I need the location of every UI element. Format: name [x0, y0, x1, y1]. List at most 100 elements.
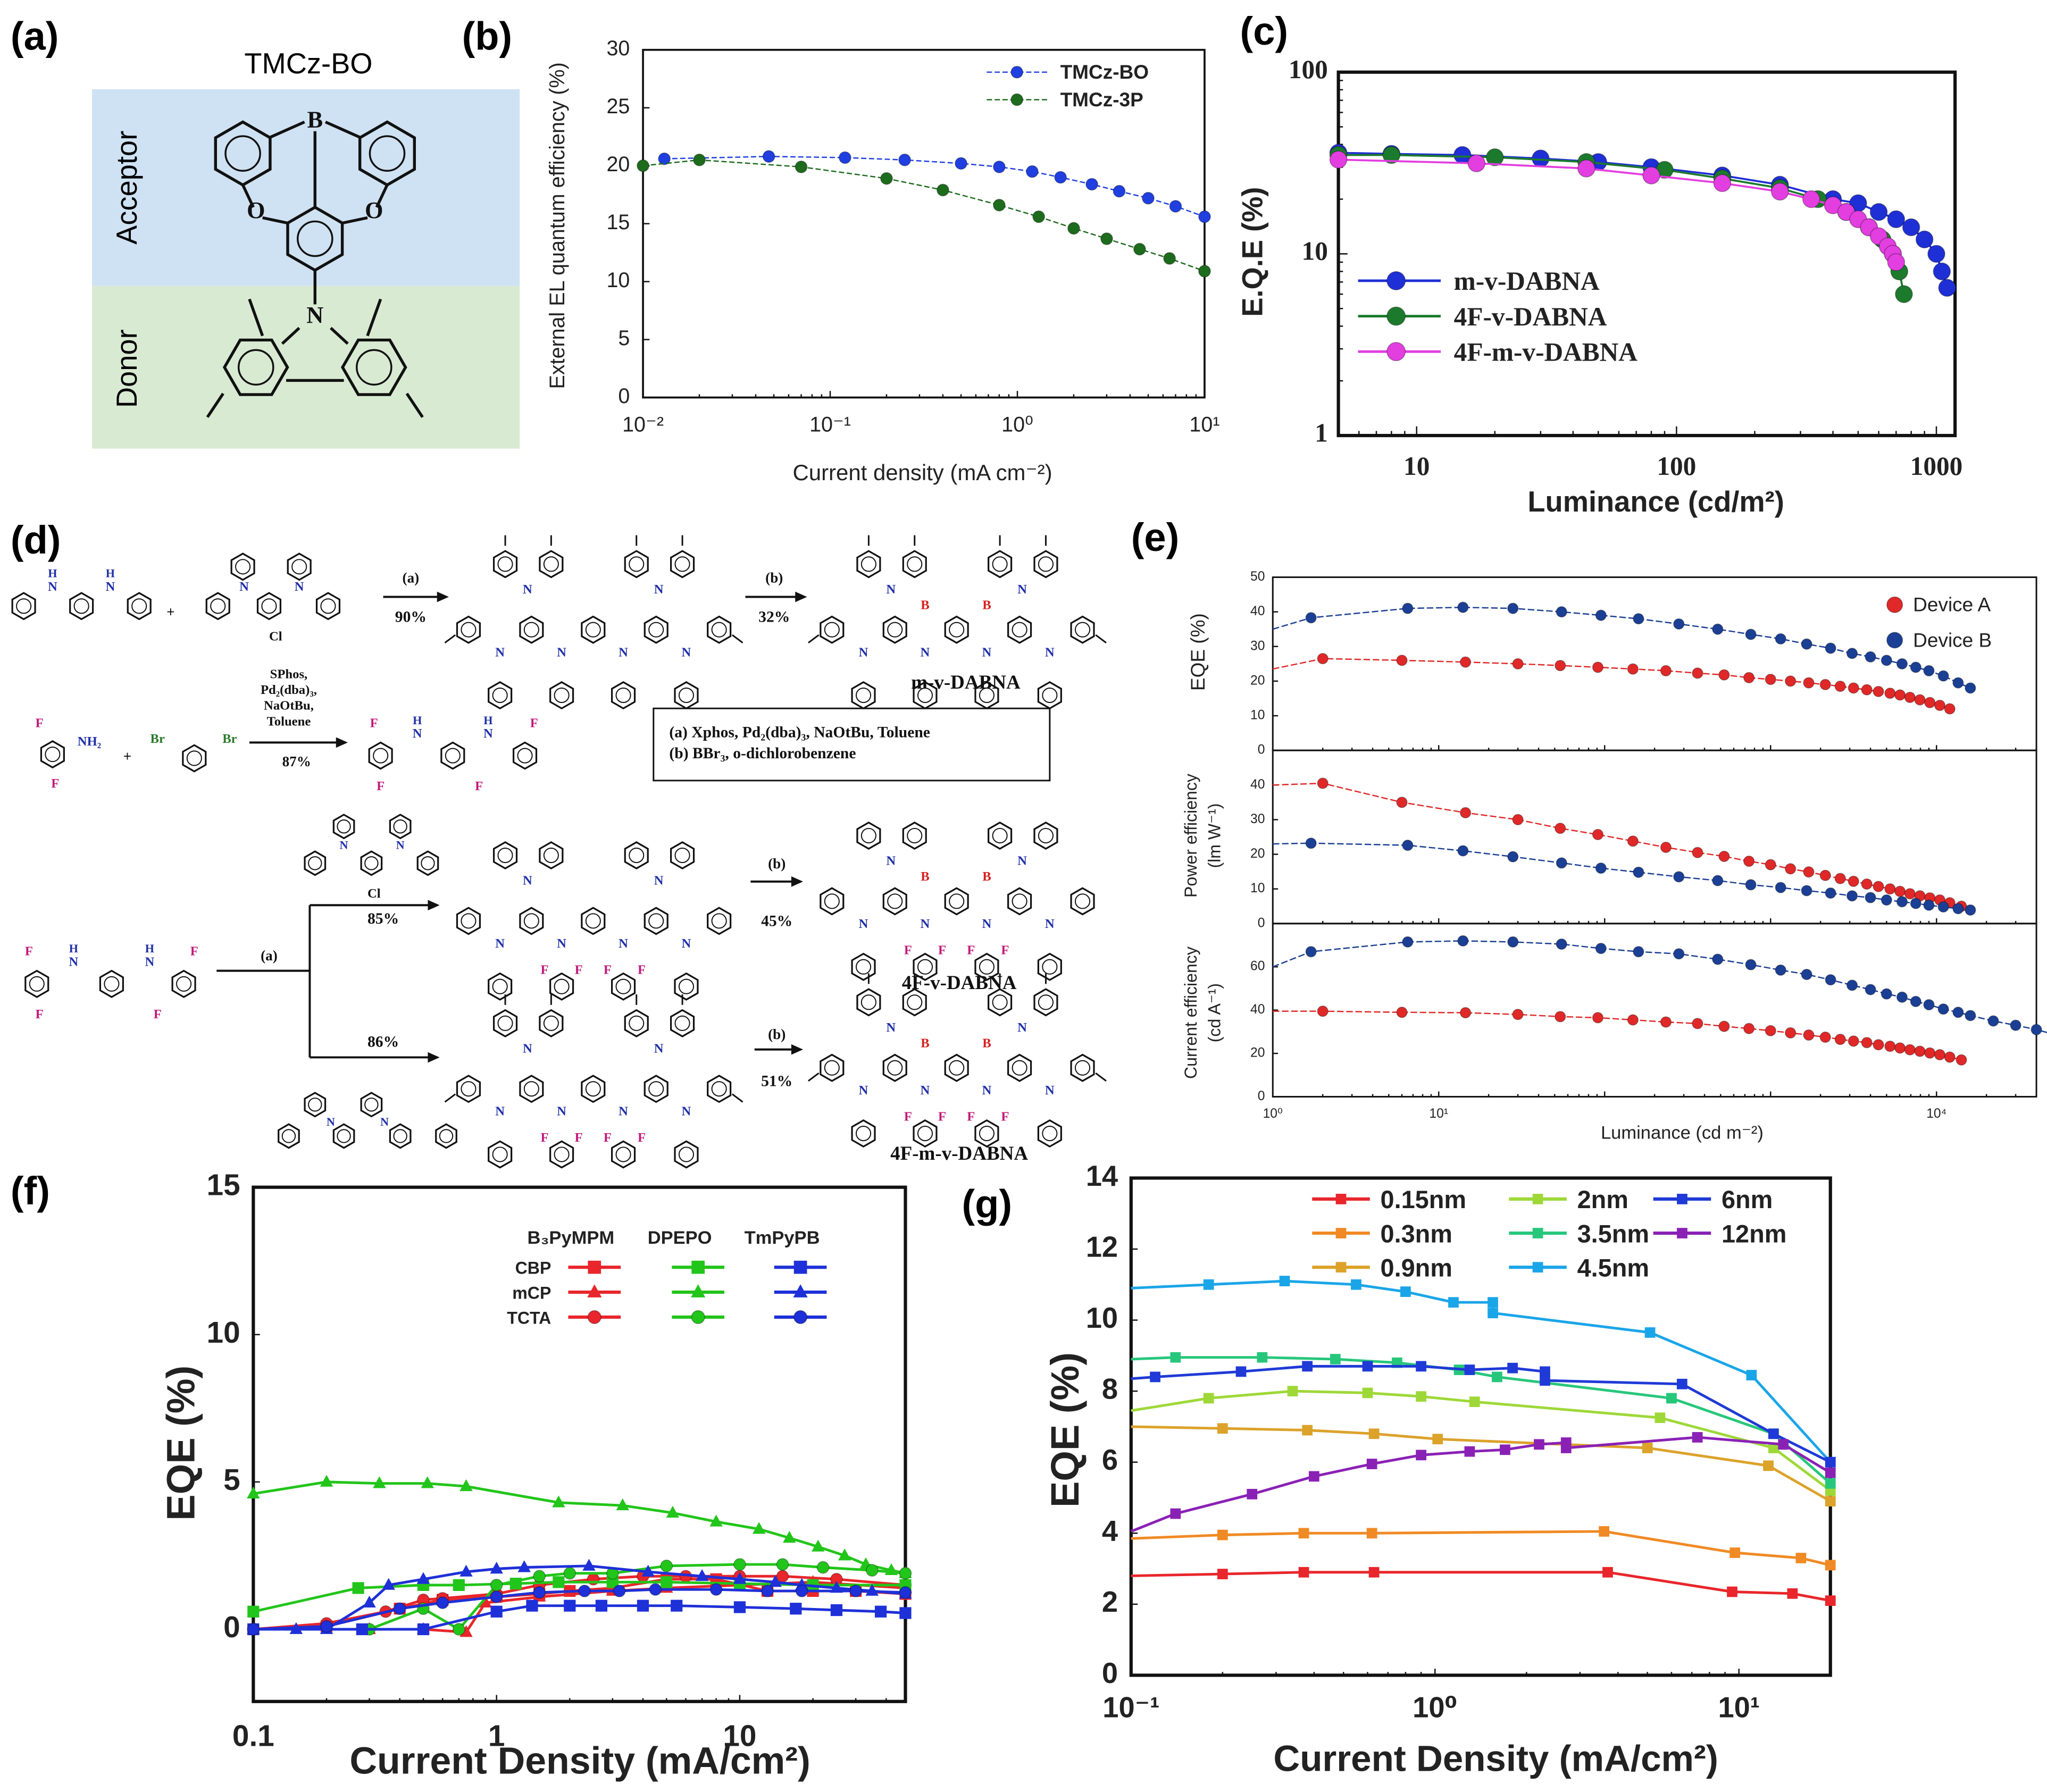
step-yield: 45%: [761, 913, 792, 930]
data-point: [1944, 703, 1956, 715]
data-point: [1512, 1009, 1524, 1020]
amine-group: NH₂: [78, 734, 101, 749]
benzene-ring: [519, 615, 544, 644]
product-name-4f-m-v-dabna: 4F-m-v-DABNA: [890, 1143, 1028, 1165]
aromatic-circle: [421, 856, 435, 870]
legend-label: 6nm: [1722, 1186, 1773, 1213]
data-point: [1848, 682, 1859, 694]
step-yield: 32%: [758, 608, 790, 625]
data-point: [1861, 878, 1873, 890]
data-point: [1825, 1496, 1836, 1507]
x-tick-label: 0.1: [232, 1720, 274, 1753]
nitrogen-atom: N: [48, 580, 57, 594]
panel-g-chart: 10⁻¹ 10⁰ 10¹ 0 2 4 6 8 10 12 14 EQE (%) Current Dens…: [1043, 1160, 1836, 1779]
data-point: [1825, 642, 1836, 654]
data-point: [479, 1595, 492, 1607]
nitrogen-atom: N: [654, 1041, 664, 1056]
x-axis-title: Current Density (mA/cm²): [349, 1739, 810, 1782]
data-point: [1287, 1386, 1298, 1397]
data-point: [490, 1562, 503, 1574]
y-tick-label: 5: [618, 326, 630, 350]
benzene-ring: [205, 592, 230, 621]
nitrogen-atom: N: [106, 580, 115, 594]
branch-reagent: (a): [261, 948, 278, 964]
benzene-ring: [882, 887, 907, 916]
y-tick-label: 30: [1250, 639, 1265, 653]
x-tick-label: 10⁰: [1413, 1691, 1457, 1723]
data-point: [1257, 1352, 1268, 1363]
nitrogen-atom: N: [1017, 582, 1027, 597]
aromatic-circle: [949, 622, 965, 638]
series-line: [1131, 1530, 1831, 1567]
data-point: [1692, 1018, 1703, 1029]
aromatic-circle: [887, 893, 903, 909]
aromatic-circle: [585, 913, 601, 929]
step-reagent-b: (b): [765, 570, 783, 585]
branch-yield-lower: 86%: [367, 1034, 399, 1051]
series-line: [664, 156, 1205, 217]
data-point: [899, 1607, 912, 1619]
data-point: [1673, 948, 1685, 960]
aromatic-circle: [235, 559, 251, 575]
arrow-head: [795, 591, 807, 602]
data-point: [533, 1586, 546, 1599]
methyl-bond: [808, 634, 820, 644]
nitrogen-atom: N: [886, 854, 896, 868]
data-point: [1198, 265, 1211, 278]
data-point: [1924, 697, 1936, 708]
data-point: [459, 1564, 473, 1577]
aromatic-circle: [517, 748, 533, 764]
series-line: [1338, 158, 1898, 263]
data-point: [1402, 840, 1414, 851]
data-point: [1660, 1016, 1672, 1028]
nitrogen-atom: N: [483, 726, 493, 741]
data-point: [1745, 629, 1757, 640]
data-point: [1396, 655, 1408, 666]
legend-label: 0.3nm: [1381, 1220, 1452, 1247]
aromatic-circle: [585, 1081, 601, 1097]
x-axis-title: Current density (mA cm⁻²): [793, 460, 1052, 485]
data-point: [453, 1579, 465, 1591]
aromatic-circle: [979, 1125, 995, 1142]
chlorine-atom: Cl: [269, 630, 282, 644]
data-point: [1217, 1569, 1228, 1579]
bond: [330, 326, 349, 345]
nitrogen-atom: N: [886, 582, 896, 597]
data-point: [1873, 881, 1884, 892]
data-point: [1743, 855, 1755, 867]
legend-column-header: B₃PyMPM: [528, 1228, 615, 1248]
legend-marker: [1335, 1262, 1347, 1273]
hydrogen-atom: H: [106, 567, 115, 580]
data-point: [1464, 1364, 1475, 1375]
panel-c-chart: 10 100 1000 1 10 100 E.Q.E (%) Luminance (cd/m²…: [1236, 55, 1963, 518]
data-point: [1944, 1051, 1956, 1063]
benzene-ring: [902, 821, 927, 850]
data-point: [1869, 203, 1888, 221]
branch-yield-upper: 85%: [367, 910, 399, 927]
aromatic-circle: [364, 856, 379, 870]
benzene-ring: [856, 988, 881, 1017]
aromatic-circle: [543, 847, 559, 864]
fluorine-atom: F: [36, 716, 44, 730]
benzene-ring: [278, 1123, 300, 1149]
legend-marker: [1677, 1228, 1687, 1238]
fluorine-atom: F: [51, 776, 59, 791]
nitrogen-atom: N: [413, 726, 422, 741]
legend-marker: [1677, 1194, 1687, 1204]
y-tick-label: 10: [1250, 708, 1265, 723]
molecule-title: TMCz-BO: [244, 47, 372, 80]
data-point: [1507, 851, 1519, 862]
hydrogen-atom: H: [69, 942, 78, 955]
benzene-ring: [851, 681, 876, 710]
data-point: [816, 1561, 830, 1574]
data-point: [1713, 174, 1732, 192]
legend-marker: [1532, 1262, 1543, 1273]
step-reagent-a: (a): [403, 570, 420, 585]
aromatic-circle: [29, 976, 45, 992]
aromatic-circle: [281, 1129, 296, 1143]
x-tick-label: 100: [1657, 451, 1696, 481]
aromatic-circle: [860, 556, 876, 572]
legend-marker: [1335, 1194, 1347, 1204]
data-point: [1727, 1586, 1737, 1597]
data-point: [1896, 658, 1908, 669]
